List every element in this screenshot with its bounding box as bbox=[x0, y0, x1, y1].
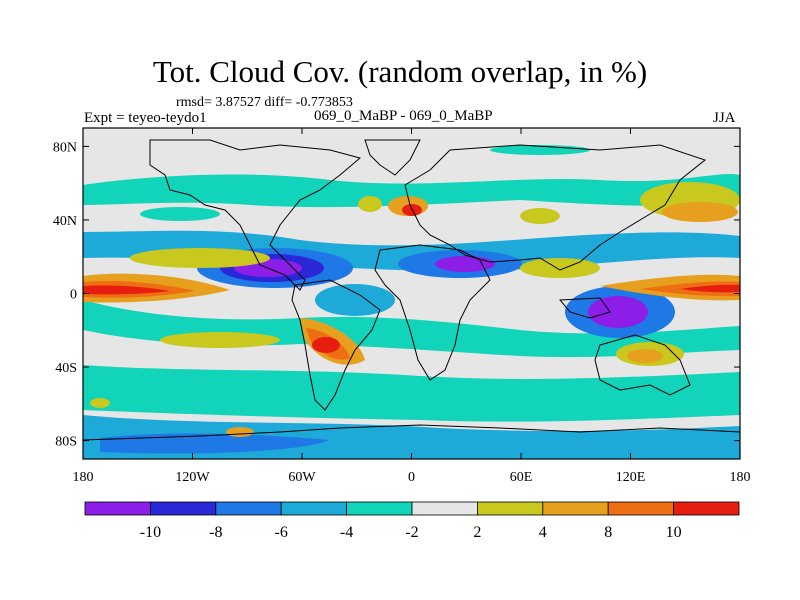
colorbar-label: -4 bbox=[340, 524, 353, 541]
y-tick-label: 80S bbox=[55, 435, 77, 450]
anomaly-blob bbox=[435, 256, 495, 272]
season-label: JJA bbox=[713, 110, 736, 126]
colorbar-swatch bbox=[411, 501, 478, 516]
anomaly-blob bbox=[680, 284, 740, 293]
anomaly-blob bbox=[95, 182, 205, 198]
anomaly-blob bbox=[83, 285, 170, 295]
colorbar-swatch bbox=[215, 501, 282, 516]
y-tick-label: 0 bbox=[70, 288, 77, 303]
y-tick-label: 40N bbox=[53, 214, 77, 229]
x-axis: 180 120W 60W 0 60E 120E 180 bbox=[73, 128, 751, 485]
colorbar-swatch bbox=[346, 501, 413, 516]
coastline-africa bbox=[374, 244, 491, 381]
coastline-south-america bbox=[291, 279, 381, 411]
anomaly-blob bbox=[226, 427, 254, 437]
anomaly-blob bbox=[312, 337, 340, 353]
stats-text: rmsd= 3.87527 diff= -0.773853 bbox=[176, 95, 353, 110]
coastline-eurasia bbox=[404, 144, 707, 271]
y-tick-label: 80N bbox=[53, 140, 77, 155]
anomaly-blob bbox=[588, 296, 648, 328]
coastline-greenland bbox=[364, 139, 421, 176]
anomaly-blob bbox=[358, 196, 382, 212]
colorbar-swatch bbox=[542, 501, 609, 516]
anomaly-blob bbox=[83, 173, 740, 208]
anomaly-field bbox=[83, 145, 740, 459]
colorbar-label: -8 bbox=[209, 524, 222, 541]
anomaly-blob bbox=[90, 398, 110, 408]
anomaly-blob bbox=[520, 258, 600, 278]
anomaly-blob bbox=[627, 349, 663, 363]
colorbar-swatch bbox=[673, 501, 740, 516]
colorbar-label: -10 bbox=[140, 524, 161, 541]
y-axis: 80N 40N 0 40S 80S bbox=[53, 140, 740, 450]
x-tick-label: 60W bbox=[288, 470, 316, 485]
x-tick-label: 180 bbox=[730, 470, 751, 485]
chart-title: Tot. Cloud Cov. (random overlap, in %) bbox=[152, 54, 648, 89]
colorbar-swatch bbox=[149, 501, 217, 516]
colorbar-label: -6 bbox=[275, 524, 288, 541]
x-tick-label: 0 bbox=[408, 470, 415, 485]
x-tick-label: 120W bbox=[175, 470, 210, 485]
colorbar-label: 4 bbox=[539, 524, 547, 541]
colorbar-swatch bbox=[607, 501, 675, 516]
coastline-antarctica bbox=[83, 424, 740, 441]
colorbar-label: 10 bbox=[666, 524, 682, 541]
anomaly-blob bbox=[315, 284, 395, 316]
anomaly-blob bbox=[140, 207, 220, 221]
subtitle: 069_0_MaBP - 069_0_MaBP bbox=[314, 108, 493, 124]
x-tick-label: 180 bbox=[73, 470, 94, 485]
anomaly-blob bbox=[83, 365, 740, 422]
colorbar: -10 -8 -6 -4 -2 2 4 8 10 bbox=[84, 501, 740, 541]
anomaly-blob bbox=[662, 202, 738, 222]
colorbar-swatch bbox=[476, 501, 544, 516]
experiment-label: Expt = teyeo-teydo1 bbox=[84, 110, 207, 126]
anomaly-blob bbox=[100, 433, 330, 454]
y-tick-label: 40S bbox=[55, 361, 77, 376]
colorbar-swatch bbox=[84, 501, 151, 516]
anomaly-blob bbox=[160, 332, 280, 348]
colorbar-label: 8 bbox=[604, 524, 612, 541]
colorbar-label: -2 bbox=[405, 524, 418, 541]
colorbar-swatch bbox=[280, 501, 348, 516]
colorbar-label: 2 bbox=[473, 524, 481, 541]
anomaly-blob bbox=[520, 208, 560, 224]
x-tick-label: 120E bbox=[616, 470, 646, 485]
coastlines bbox=[83, 139, 740, 441]
anomaly-blob bbox=[130, 248, 270, 268]
coastline-australia bbox=[594, 334, 691, 396]
x-tick-label: 60E bbox=[510, 470, 533, 485]
coastline-north-america bbox=[149, 139, 362, 291]
coastline-maritime-continent bbox=[558, 297, 611, 319]
